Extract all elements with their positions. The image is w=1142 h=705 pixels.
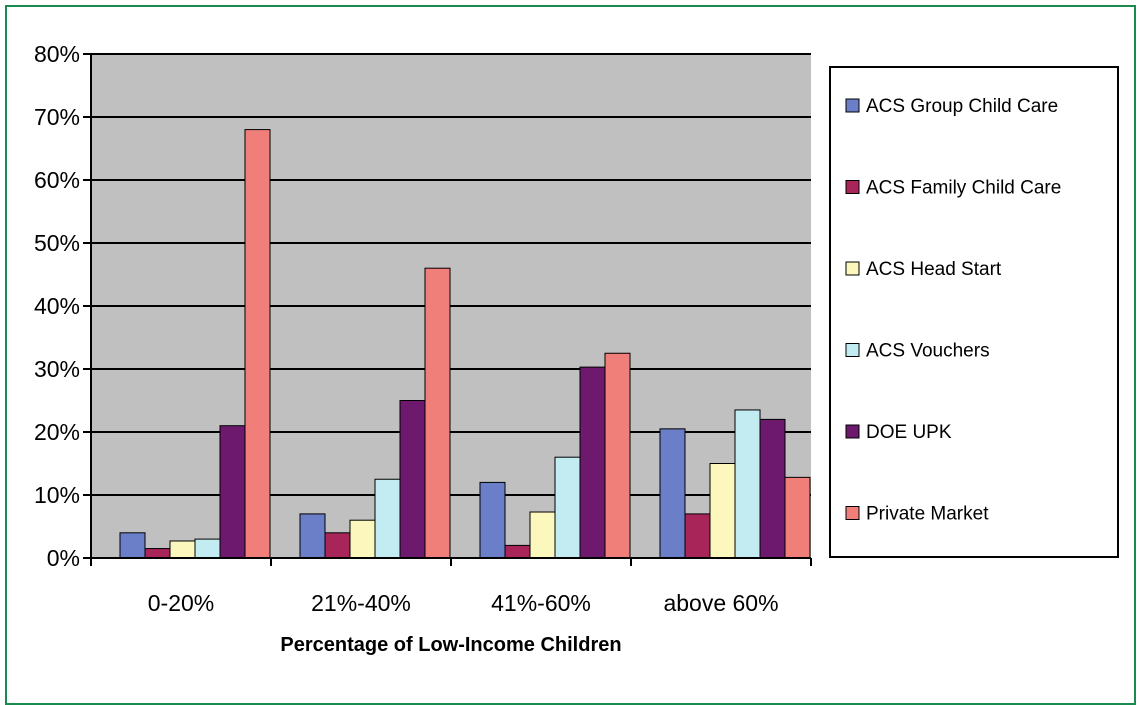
bar-acs-head-start (529, 511, 556, 559)
bar-acs-family-child-care (144, 548, 171, 559)
x-tick-label: above 60% (663, 590, 778, 616)
bar-acs-family-child-care (684, 513, 711, 559)
bar-acs-vouchers (734, 409, 761, 559)
bar-acs-head-start (349, 519, 376, 559)
y-tick-label: 80% (34, 41, 80, 67)
bar-acs-family-child-care (324, 532, 351, 559)
x-axis-label: Percentage of Low-Income Children (280, 634, 621, 656)
legend-label: Private Market (866, 504, 989, 525)
bar-doe-upk (579, 366, 606, 559)
bar-private-market (604, 352, 631, 559)
legend-swatch (845, 180, 860, 194)
y-tick-label: 40% (34, 293, 80, 319)
legend-label: ACS Group Child Care (866, 96, 1058, 117)
x-tick-label: 41%-60% (491, 590, 591, 616)
x-axis: 0-20% 21%-40% 41%-60% above 60% (90, 557, 812, 616)
legend-label: DOE UPK (866, 422, 952, 443)
bar-acs-group-child-care (479, 481, 506, 559)
y-tick-label: 0% (47, 545, 80, 571)
legend-swatch (845, 261, 860, 276)
bar-private-market (424, 267, 451, 559)
legend: ACS Group Child Care ACS Family Child Car… (829, 66, 1119, 558)
bar-chart: 0% 10% 20% 30% 40% 50% 60% 70% 80% 0-20% 21%-40% 4… (34, 41, 1119, 656)
legend-swatch (845, 98, 860, 113)
bar-doe-upk (219, 425, 246, 559)
legend-label: ACS Vouchers (866, 341, 990, 362)
y-tick-label: 70% (34, 104, 80, 130)
y-tick-label: 10% (34, 482, 80, 508)
bar-acs-head-start (709, 463, 736, 559)
bar-acs-vouchers (194, 538, 221, 559)
legend-label: ACS Head Start (866, 259, 1002, 280)
bar-doe-upk (399, 400, 426, 559)
y-tick-label: 20% (34, 419, 80, 445)
bars (119, 129, 811, 559)
legend-label: ACS Family Child Care (866, 178, 1061, 199)
bar-private-market (244, 129, 271, 559)
legend-swatch (845, 424, 860, 439)
y-tick-label: 30% (34, 356, 80, 382)
bar-doe-upk (759, 418, 786, 559)
bar-acs-head-start (169, 540, 196, 559)
x-tick-label: 21%-40% (311, 590, 411, 616)
bar-acs-group-child-care (119, 532, 146, 559)
legend-swatch (845, 343, 860, 357)
legend-swatch (845, 506, 860, 520)
y-axis-ticks: 0% 10% 20% 30% 40% 50% 60% 70% 80% (34, 41, 92, 571)
bar-private-market (784, 476, 811, 559)
bar-acs-group-child-care (299, 513, 326, 559)
x-tick-label: 0-20% (148, 590, 214, 616)
bar-acs-group-child-care (659, 428, 686, 559)
bar-acs-family-child-care (504, 544, 531, 559)
y-tick-label: 60% (34, 167, 80, 193)
bar-acs-vouchers (374, 478, 401, 559)
legend-box (829, 66, 1119, 558)
bar-acs-vouchers (554, 456, 581, 559)
y-tick-label: 50% (34, 230, 80, 256)
